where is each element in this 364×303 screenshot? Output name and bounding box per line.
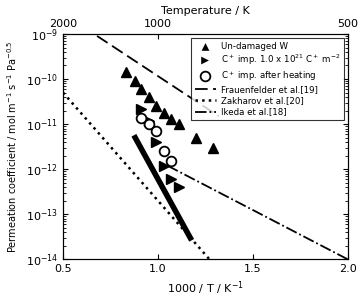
- X-axis label: Temperature / K: Temperature / K: [161, 5, 250, 15]
- X-axis label: 1000 / T / K$^{-1}$: 1000 / T / K$^{-1}$: [167, 280, 244, 298]
- Y-axis label: Permeation coefficient / mol m$^{-1}$ s$^{-1}$ Pa$^{-0.5}$: Permeation coefficient / mol m$^{-1}$ s$…: [5, 40, 20, 253]
- Legend: Un-damaged W, C$^+$ imp. 1.0 x 10$^{21}$ C$^+$ m$^{-2}$, C$^+$ imp. after heatin: Un-damaged W, C$^+$ imp. 1.0 x 10$^{21}$…: [191, 38, 344, 120]
